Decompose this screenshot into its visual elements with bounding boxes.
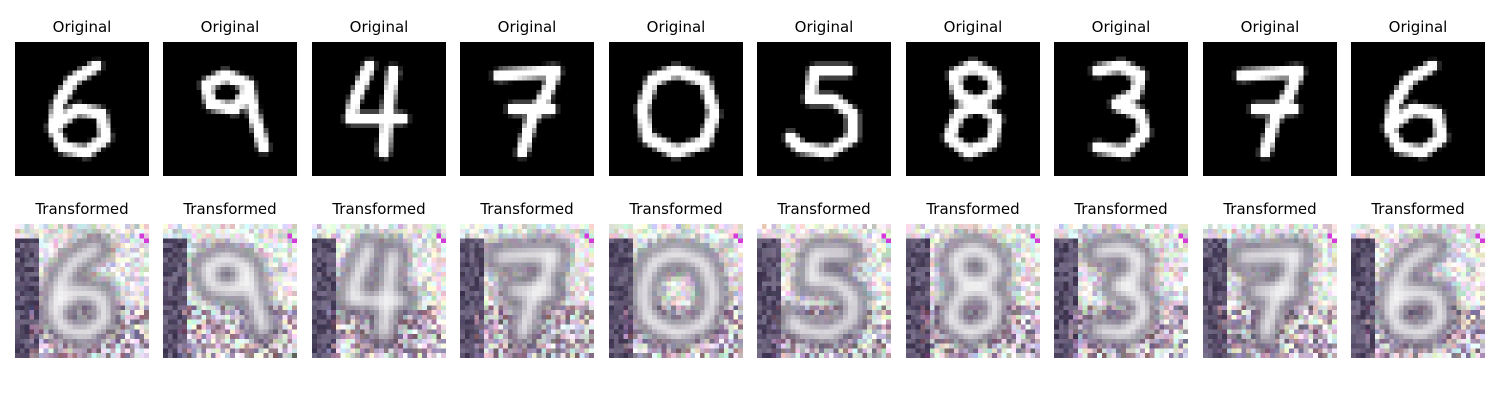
transformed-title: Transformed <box>629 200 723 218</box>
transformed-digit-image <box>1203 224 1337 358</box>
transformed-digit-image <box>163 224 297 358</box>
transformed-digit-image <box>757 224 891 358</box>
transformed-title: Transformed <box>926 200 1020 218</box>
original-title: Original <box>1091 18 1151 36</box>
original-title: Original <box>646 18 706 36</box>
transformed-digit-image <box>15 224 149 358</box>
original-digit-image <box>906 42 1040 176</box>
transformed-title: Transformed <box>332 200 426 218</box>
transformed-title: Transformed <box>777 200 871 218</box>
original-digit-image <box>1203 42 1337 176</box>
transformed-digit-image <box>1054 224 1188 358</box>
original-digit-image <box>1054 42 1188 176</box>
original-title: Original <box>200 18 260 36</box>
transformed-title: Transformed <box>35 200 129 218</box>
transformed-digit-image <box>609 224 743 358</box>
transformed-title: Transformed <box>183 200 277 218</box>
original-title: Original <box>794 18 854 36</box>
original-digit-image <box>1351 42 1485 176</box>
transformed-digit-image <box>460 224 594 358</box>
transformed-title: Transformed <box>1223 200 1317 218</box>
original-digit-image <box>460 42 594 176</box>
original-digit-image <box>163 42 297 176</box>
original-title: Original <box>497 18 557 36</box>
transformed-title: Transformed <box>480 200 574 218</box>
original-title: Original <box>52 18 112 36</box>
transformed-title: Transformed <box>1074 200 1168 218</box>
original-title: Original <box>1240 18 1300 36</box>
transformed-digit-image <box>312 224 446 358</box>
original-title: Original <box>349 18 409 36</box>
original-digit-image <box>757 42 891 176</box>
original-digit-image <box>15 42 149 176</box>
transformed-digit-image <box>906 224 1040 358</box>
original-title: Original <box>1388 18 1448 36</box>
transformed-title: Transformed <box>1371 200 1465 218</box>
transformed-digit-image <box>1351 224 1485 358</box>
original-title: Original <box>943 18 1003 36</box>
original-digit-image <box>312 42 446 176</box>
original-digit-image <box>609 42 743 176</box>
